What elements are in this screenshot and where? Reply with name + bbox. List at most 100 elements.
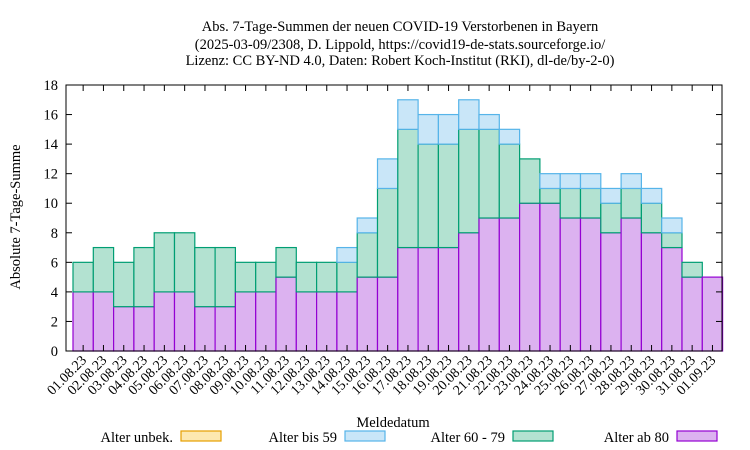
bar-13.08.23-s1: [316, 261, 338, 293]
bar-15.08.23-s2: [356, 217, 379, 234]
bar-24.08.23-s2: [539, 173, 561, 190]
bar-17.08.23-s2: [397, 99, 419, 130]
bar-24.08.23-s1: [539, 187, 561, 204]
bar-25.08.23-s2: [559, 173, 582, 190]
chart-title: Abs. 7-Tage-Summen der neuen COVID-19 Ve…: [186, 19, 615, 69]
bar-26.08.23-s0: [579, 217, 602, 352]
bar-14.08.23-s2: [336, 246, 358, 263]
y-tick-labels: 0 2 4 6 8 10 12 14 16 18: [44, 78, 59, 360]
bar-22.08.23-s2: [498, 128, 521, 145]
bar-28.08.23-s2: [620, 173, 642, 190]
bar-14.08.23-s0: [336, 291, 358, 352]
bar-17.08.23-s1: [397, 128, 419, 249]
legend-swatch: [512, 430, 554, 442]
bar-10.08.23-s1: [255, 261, 277, 293]
y-tick-label: 10: [44, 196, 59, 212]
bar-08.08.23-s0: [214, 306, 237, 352]
bar-17.08.23-s0: [397, 246, 419, 352]
bar-30.08.23-s2: [661, 217, 683, 234]
bar-03.08.23-s1: [112, 261, 135, 308]
bar-27.08.23-s2: [600, 187, 622, 204]
bar-10.08.23-s0: [255, 291, 277, 352]
bar-07.08.23-s1: [194, 246, 216, 308]
bar-06.08.23-s0: [173, 291, 196, 352]
bar-25.08.23-s0: [559, 217, 582, 352]
bar-29.08.23-s1: [640, 202, 663, 234]
bar-16.08.23-s2: [376, 158, 399, 190]
plot-frame: [65, 84, 723, 352]
bar-01.08.23-s1: [72, 261, 94, 293]
bar-28.08.23-s0: [620, 217, 642, 352]
bar-06.08.23-s1: [173, 232, 196, 293]
legend: Alter unbek. Alter bis 59 Alter 60 - 79 Alt…: [101, 430, 718, 446]
bar-08.08.23-s1: [214, 246, 237, 308]
bar-05.08.23-s0: [153, 291, 176, 352]
x-tick-labels: 01.08.2302.08.2303.08.2304.08.2305.08.23…: [45, 353, 720, 398]
bar-22.08.23-s1: [498, 143, 521, 219]
bar-07.08.23-s0: [194, 306, 216, 352]
bar-25.08.23-s1: [559, 187, 582, 219]
bar-21.08.23-s1: [478, 128, 500, 219]
bar-01.09.23-s0: [701, 276, 724, 352]
bar-11.08.23-s1: [275, 246, 297, 278]
bar-20.08.23-s1: [458, 128, 480, 234]
bar-13.08.23-s0: [316, 291, 338, 352]
bar-01.08.23-s0: [72, 291, 94, 352]
bar-26.08.23-s2: [579, 173, 602, 190]
bar-20.08.23-s0: [458, 232, 480, 352]
bar-23.08.23-s0: [518, 202, 541, 352]
axes-layer: [65, 84, 723, 352]
y-tick-label: 8: [51, 226, 58, 242]
bar-18.08.23-s1: [417, 143, 440, 249]
y-tick-label: 6: [51, 255, 58, 271]
bar-30.08.23-s0: [661, 246, 683, 352]
bar-21.08.23-s0: [478, 217, 500, 352]
y-tick-label: 0: [51, 344, 58, 360]
y-tick-label: 12: [44, 167, 59, 183]
bar-15.08.23-s1: [356, 232, 379, 278]
bar-04.08.23-s1: [133, 246, 155, 308]
legend-label: Alter ab 80: [604, 430, 669, 446]
bar-02.08.23-s0: [92, 291, 115, 352]
bars-layer: [72, 99, 724, 352]
bar-09.08.23-s0: [234, 291, 257, 352]
bar-14.08.23-s1: [336, 261, 358, 293]
bar-19.08.23-s2: [437, 113, 460, 145]
legend-label: Alter unbek.: [101, 430, 173, 446]
y-tick-label: 16: [44, 108, 59, 124]
bar-19.08.23-s1: [437, 143, 460, 249]
title-line-3: Lizenz: CC BY-ND 4.0, Daten: Robert Koch…: [186, 53, 615, 69]
legend-label: Alter bis 59: [269, 430, 337, 446]
y-tick-label: 18: [44, 78, 59, 94]
bar-12.08.23-s0: [295, 291, 318, 352]
legend-label: Alter 60 - 79: [431, 430, 506, 446]
bar-26.08.23-s1: [579, 187, 602, 219]
bar-31.08.23-s1: [681, 261, 703, 278]
bar-16.08.23-s0: [376, 276, 399, 352]
bar-03.08.23-s0: [112, 306, 135, 352]
y-tick-label: 4: [51, 285, 59, 301]
bar-12.08.23-s1: [295, 261, 318, 293]
y-axis-label: Absolute 7-Tage-Summe: [8, 144, 24, 289]
bar-29.08.23-s2: [640, 187, 663, 204]
bar-21.08.23-s2: [478, 113, 500, 130]
bar-04.08.23-s0: [133, 306, 155, 352]
y-tick-label: 2: [51, 314, 58, 330]
bar-30.08.23-s1: [661, 232, 683, 249]
bar-02.08.23-s1: [92, 246, 115, 293]
bar-22.08.23-s0: [498, 217, 521, 352]
bar-05.08.23-s1: [153, 232, 176, 293]
title-line-2: (2025-03-09/2308, D. Lippold, https://co…: [195, 37, 606, 53]
bar-31.08.23-s0: [681, 276, 703, 352]
bar-20.08.23-s2: [458, 99, 480, 130]
legend-swatch: [180, 430, 222, 442]
bar-29.08.23-s0: [640, 232, 663, 352]
bar-28.08.23-s1: [620, 187, 642, 219]
bar-15.08.23-s0: [356, 276, 379, 352]
bar-27.08.23-s0: [600, 232, 622, 352]
bar-27.08.23-s1: [600, 202, 622, 234]
bar-19.08.23-s0: [437, 246, 460, 352]
bar-11.08.23-s0: [275, 276, 297, 352]
bar-18.08.23-s0: [417, 246, 440, 352]
